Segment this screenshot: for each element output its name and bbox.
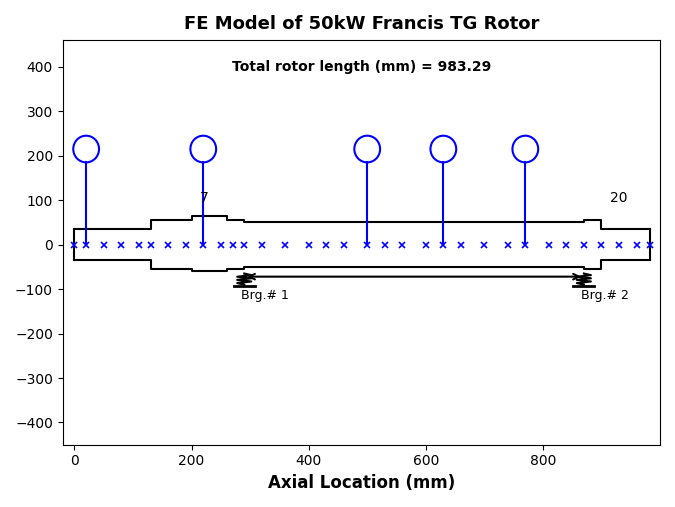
Text: 20: 20 <box>610 191 628 205</box>
Title: FE Model of 50kW Francis TG Rotor: FE Model of 50kW Francis TG Rotor <box>184 15 539 33</box>
X-axis label: Axial Location (mm): Axial Location (mm) <box>268 474 455 492</box>
Text: Total rotor length (mm) = 983.29: Total rotor length (mm) = 983.29 <box>232 60 491 74</box>
Text: Brg.# 2: Brg.# 2 <box>581 289 629 302</box>
Text: 7: 7 <box>200 191 209 205</box>
Text: Brg.# 1: Brg.# 1 <box>242 289 289 302</box>
